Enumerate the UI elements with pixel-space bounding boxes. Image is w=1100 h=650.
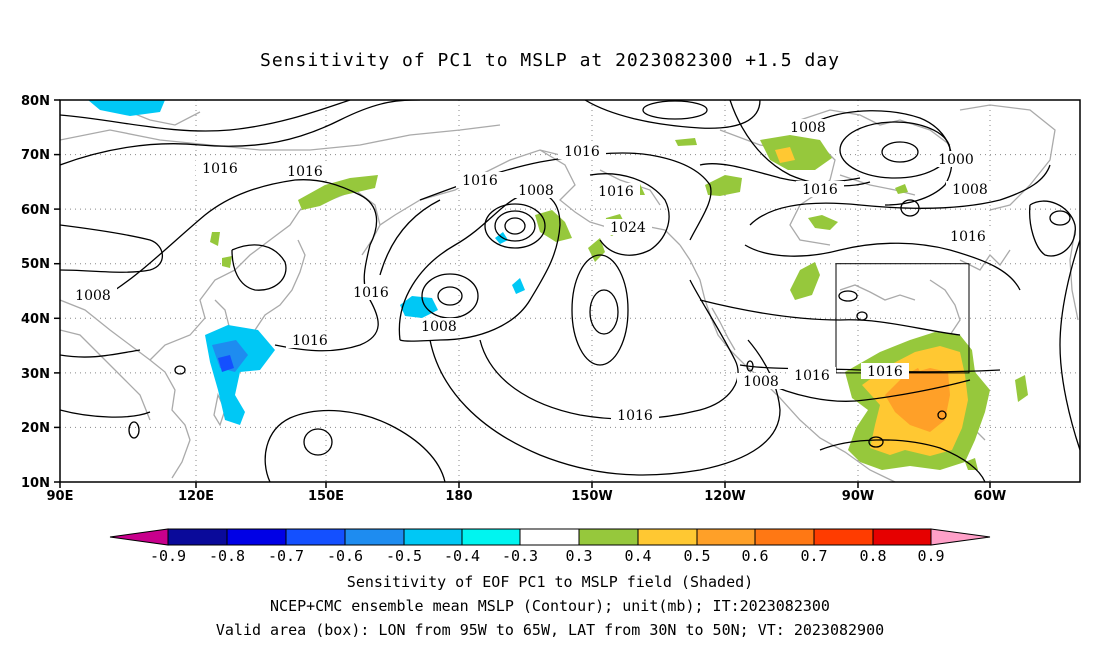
colorbar — [109, 528, 991, 546]
mslp-contours — [60, 100, 1080, 482]
lat-label: 80N — [21, 94, 50, 109]
colorbar-swatch — [167, 528, 228, 546]
contour-label: 1016 — [617, 408, 653, 424]
map-title: Sensitivity of PC1 to MSLP at 2023082300… — [259, 50, 840, 71]
colorbar-swatch — [109, 528, 169, 546]
colorbar-label: -0.6 — [327, 547, 363, 565]
contour-label: 1008 — [518, 183, 554, 199]
contour-label-group: 1016 1016 1016 1016 1008 1016 1008 1000 … — [69, 119, 994, 424]
contour-label: 1008 — [952, 182, 988, 198]
contour-label: 1008 — [790, 120, 826, 136]
colorbar-labels: -0.9 -0.8 -0.7 -0.6 -0.5 -0.4 -0.3 0.3 0… — [150, 547, 945, 565]
colorbar-swatch — [226, 528, 287, 546]
colorbar-swatch — [637, 528, 698, 546]
contour-label: 1016 — [353, 285, 389, 301]
lat-label: 70N — [21, 148, 50, 163]
lon-label: 120E — [178, 489, 214, 504]
contour-label: 1016 — [802, 182, 838, 198]
caption-line-1: Sensitivity of EOF PC1 to MSLP field (Sh… — [346, 573, 754, 591]
axis-ticks — [54, 99, 991, 488]
colorbar-label: -0.9 — [150, 547, 186, 565]
lat-label: 10N — [21, 476, 50, 491]
contour-label: 1016 — [292, 333, 328, 349]
colorbar-swatch — [930, 528, 991, 546]
colorbar-label: -0.3 — [502, 547, 538, 565]
colorbar-swatch — [519, 528, 580, 546]
colorbar-label: 0.6 — [741, 547, 768, 565]
latitude-labels: 80N 70N 60N 50N 40N 30N 20N 10N — [21, 94, 50, 491]
contour-label: 1016 — [598, 184, 634, 200]
colorbar-swatch — [754, 528, 815, 546]
longitude-labels: 90E 120E 150E 180 150W 120W 90W 60W — [47, 489, 1007, 504]
contour-label: 1016 — [564, 144, 600, 160]
lat-label: 50N — [21, 257, 50, 272]
colorbar-label: 0.9 — [917, 547, 944, 565]
colorbar-label: 0.8 — [859, 547, 886, 565]
lat-label: 30N — [21, 367, 50, 382]
contour-label: 1000 — [938, 152, 974, 168]
colorbar-label: -0.5 — [386, 547, 422, 565]
contour-label: 1016 — [462, 173, 498, 189]
colorbar-swatch — [461, 528, 521, 546]
lat-label: 20N — [21, 421, 50, 436]
lon-label: 180 — [445, 489, 472, 504]
caption-line-2: NCEP+CMC ensemble mean MSLP (Contour); u… — [270, 597, 830, 615]
colorbar-label: -0.7 — [268, 547, 304, 565]
colorbar-swatch — [285, 528, 346, 546]
colorbar-swatch — [578, 528, 639, 546]
colorbar-label: -0.8 — [209, 547, 245, 565]
contour-label: 1024 — [610, 220, 646, 236]
lat-label: 60N — [21, 203, 50, 218]
colorbar-label: -0.4 — [444, 547, 480, 565]
lon-label: 150W — [571, 489, 612, 504]
colorbar-swatch — [872, 528, 932, 546]
positive-sensitivity-shading — [210, 135, 1028, 470]
lon-label: 150E — [308, 489, 344, 504]
plot-frame — [59, 99, 1081, 483]
contour-label: 1016 — [287, 164, 323, 180]
contour-label: 1016 — [867, 364, 903, 380]
contour-label: 1008 — [743, 374, 779, 390]
lon-label: 120W — [704, 489, 745, 504]
contour-label: 1016 — [202, 161, 238, 177]
contour-label: 1008 — [75, 288, 111, 304]
contour-label: 1016 — [950, 229, 986, 245]
colorbar-label: 0.5 — [683, 547, 710, 565]
contour-label: 1008 — [421, 319, 457, 335]
lon-label: 60W — [974, 489, 1006, 504]
negative-sensitivity-shading — [88, 100, 525, 425]
contour-label: 1016 — [794, 368, 830, 384]
colorbar-label: 0.7 — [800, 547, 827, 565]
colorbar-swatch — [813, 528, 874, 546]
lat-label: 40N — [21, 312, 50, 327]
colorbar-swatch — [344, 528, 405, 546]
colorbar-label: 0.4 — [624, 547, 651, 565]
colorbar-swatch — [696, 528, 756, 546]
colorbar-swatch — [403, 528, 463, 546]
caption-line-3: Valid area (box): LON from 95W to 65W, L… — [215, 621, 885, 639]
lon-label: 90W — [842, 489, 874, 504]
colorbar-label: 0.3 — [565, 547, 592, 565]
lon-label: 90E — [47, 489, 74, 504]
